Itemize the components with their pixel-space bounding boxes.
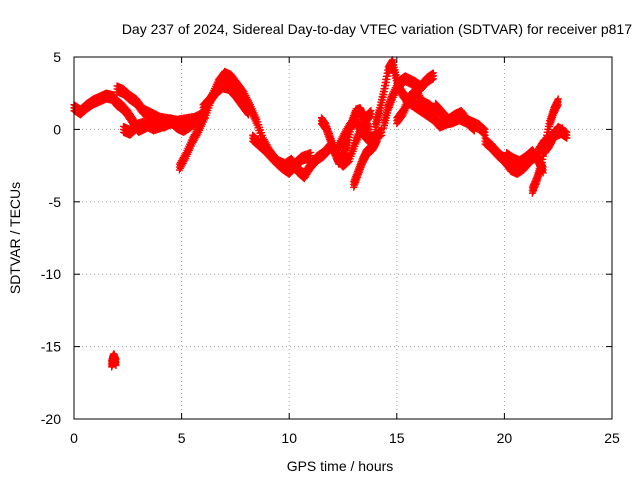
data-point [365, 128, 373, 136]
y-tick-label: 5 [53, 49, 61, 65]
y-tick-label: -10 [41, 266, 61, 282]
grid-lines [74, 57, 612, 419]
y-tick-label: -5 [49, 194, 62, 210]
x-tick-label: 25 [604, 430, 620, 446]
data-point [244, 111, 252, 119]
series-outlier [108, 350, 120, 371]
data-point [181, 156, 189, 164]
y-tick-label: -15 [41, 339, 61, 355]
x-tick-label: 0 [70, 430, 78, 446]
series-track-8 [333, 106, 375, 171]
x-tick-label: 20 [497, 430, 513, 446]
data-points [70, 56, 571, 371]
x-tick-label: 15 [389, 430, 405, 446]
x-tick-label: 5 [178, 430, 186, 446]
series-track-4 [175, 67, 315, 178]
x-tick-label: 10 [281, 430, 297, 446]
series-track-9 [350, 131, 381, 191]
data-point [194, 130, 202, 138]
y-axis-label: SDTVAR / TECUs [7, 182, 23, 294]
chart-title: Day 237 of 2024, Sidereal Day-to-day VTE… [122, 21, 632, 37]
x-axis-label: GPS time / hours [287, 458, 394, 474]
y-tick-label: 0 [53, 121, 61, 137]
series-track-5 [199, 79, 252, 119]
y-tick-label: -20 [41, 411, 61, 427]
data-point [367, 112, 375, 120]
data-point [373, 137, 381, 145]
series-track-3 [119, 108, 209, 139]
